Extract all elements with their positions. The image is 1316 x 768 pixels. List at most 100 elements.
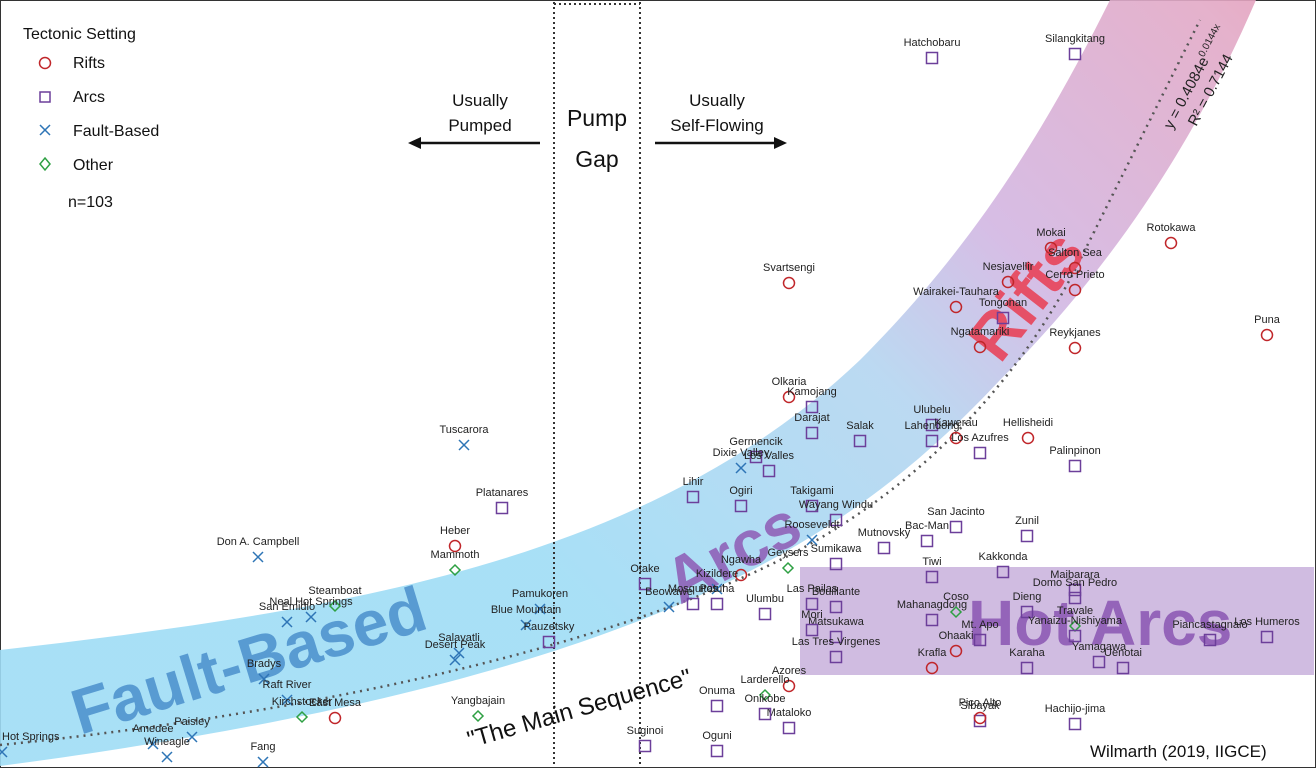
point-label: Mutnovsky — [858, 527, 911, 539]
point-label: Ngatamariki — [951, 326, 1010, 338]
point-label: Don A. Campbell — [217, 536, 300, 548]
point-marker — [1260, 630, 1274, 644]
point-label: Takigami — [790, 485, 833, 497]
point-marker — [829, 557, 843, 571]
point-label: Ngawha — [721, 554, 762, 566]
point-label: Olkaria — [772, 376, 808, 388]
point-marker — [449, 654, 461, 666]
point-marker — [973, 633, 987, 647]
point-marker — [186, 731, 198, 743]
point-marker — [758, 607, 772, 621]
point-label: Hachijo-jima — [1045, 703, 1106, 715]
point-marker — [758, 688, 772, 702]
point-label: Los Humeros — [1234, 616, 1300, 628]
point-marker — [973, 340, 987, 354]
point-marker — [147, 738, 159, 750]
point-label: San Jacinto — [927, 506, 984, 518]
point-marker — [534, 603, 546, 615]
point-label: Suginoi — [627, 725, 664, 737]
point-marker — [782, 721, 796, 735]
point-marker — [542, 635, 556, 649]
point-label: Mokai — [1036, 227, 1065, 239]
point-label: Azores — [772, 665, 807, 677]
point-label: Kakkonda — [979, 551, 1029, 563]
point-marker — [949, 300, 963, 314]
point-label: Mori — [801, 609, 822, 621]
point-label: Matsukawa — [808, 616, 865, 628]
point-label: Silangkitang — [1045, 33, 1105, 45]
point-marker — [453, 647, 465, 659]
point-marker — [949, 605, 963, 619]
point-label: Travale — [1057, 605, 1093, 617]
credit-text: Wilmarth (2019, IIGCE) — [1090, 742, 1267, 761]
point-marker — [973, 446, 987, 460]
point-marker — [686, 490, 700, 504]
point-label: Zunil — [1015, 515, 1039, 527]
gap-label-line-1: Pump — [567, 105, 627, 131]
point-marker — [1092, 655, 1106, 669]
point-label: Mahanagdong — [897, 599, 967, 611]
legend-other-label: Other — [73, 157, 114, 174]
trend-line — [0, 19, 1202, 747]
point-label: Sumikawa — [811, 543, 863, 555]
point-label: Piancastagnaio — [1172, 619, 1247, 631]
main-sequence-band — [0, 0, 1256, 766]
point-label: Bac-Man — [905, 520, 949, 532]
point-marker — [252, 551, 264, 563]
point-label: Amedee — [133, 723, 174, 735]
point-label: Las Pailas — [787, 583, 838, 595]
point-label: Oguni — [702, 730, 731, 742]
legend-rifts-marker — [38, 56, 52, 70]
point-label: Tiwi — [922, 556, 941, 568]
point-label: Bradys — [247, 658, 282, 670]
band-label-hot-arcs: Hot Arcs — [968, 587, 1232, 659]
point-marker — [973, 711, 987, 725]
point-marker — [328, 599, 342, 613]
legend-arcs-marker — [39, 91, 51, 103]
point-label: Kizildere — [696, 568, 738, 580]
point-marker — [638, 577, 652, 591]
point-label: Sibayak — [960, 700, 1000, 712]
point-marker — [735, 462, 747, 474]
point-label: Mt. Apo — [961, 619, 998, 631]
point-label: San Emidio — [259, 601, 315, 613]
point-label: Mataloko — [767, 707, 812, 719]
point-marker — [1020, 605, 1034, 619]
point-label: Wineagle — [144, 736, 190, 748]
point-marker — [949, 644, 963, 658]
point-label: Svartsengi — [763, 262, 815, 274]
point-marker — [1068, 629, 1082, 643]
point-label: Dixie Valley — [713, 447, 770, 459]
flow-arrow-head — [774, 137, 787, 149]
point-label: Wayang Windu — [799, 499, 873, 511]
point-marker — [829, 600, 843, 614]
point-marker — [458, 439, 470, 451]
point-label: Wairakei-Tauhara — [913, 286, 1000, 298]
legend-arcs-label: Arcs — [73, 89, 105, 106]
point-marker — [161, 751, 173, 763]
point-marker — [663, 601, 675, 613]
point-label: Fang — [250, 741, 275, 753]
point-marker — [710, 597, 724, 611]
point-marker — [734, 568, 748, 582]
point-marker — [782, 276, 796, 290]
point-marker — [805, 426, 819, 440]
point-marker — [638, 739, 652, 753]
point-marker — [520, 619, 532, 631]
point-label: Patuha — [700, 583, 736, 595]
hot-arcs-band — [800, 567, 1314, 675]
main-sequence-label: "The Main Sequence" — [464, 664, 694, 754]
point-label: Salton Sea — [1048, 247, 1103, 259]
point-label: Coso — [943, 591, 969, 603]
point-label: Los Valles — [744, 450, 794, 462]
point-label: Maibarara — [1050, 569, 1100, 581]
point-label: Ulumbu — [746, 593, 784, 605]
point-label: Lahendong — [904, 420, 959, 432]
point-marker — [1068, 283, 1082, 297]
point-label: Darajat — [794, 412, 829, 424]
point-marker — [949, 520, 963, 534]
point-marker — [925, 570, 939, 584]
point-label: Ulubelu — [913, 404, 950, 416]
legend-fault-label: Fault-Based — [73, 123, 159, 140]
